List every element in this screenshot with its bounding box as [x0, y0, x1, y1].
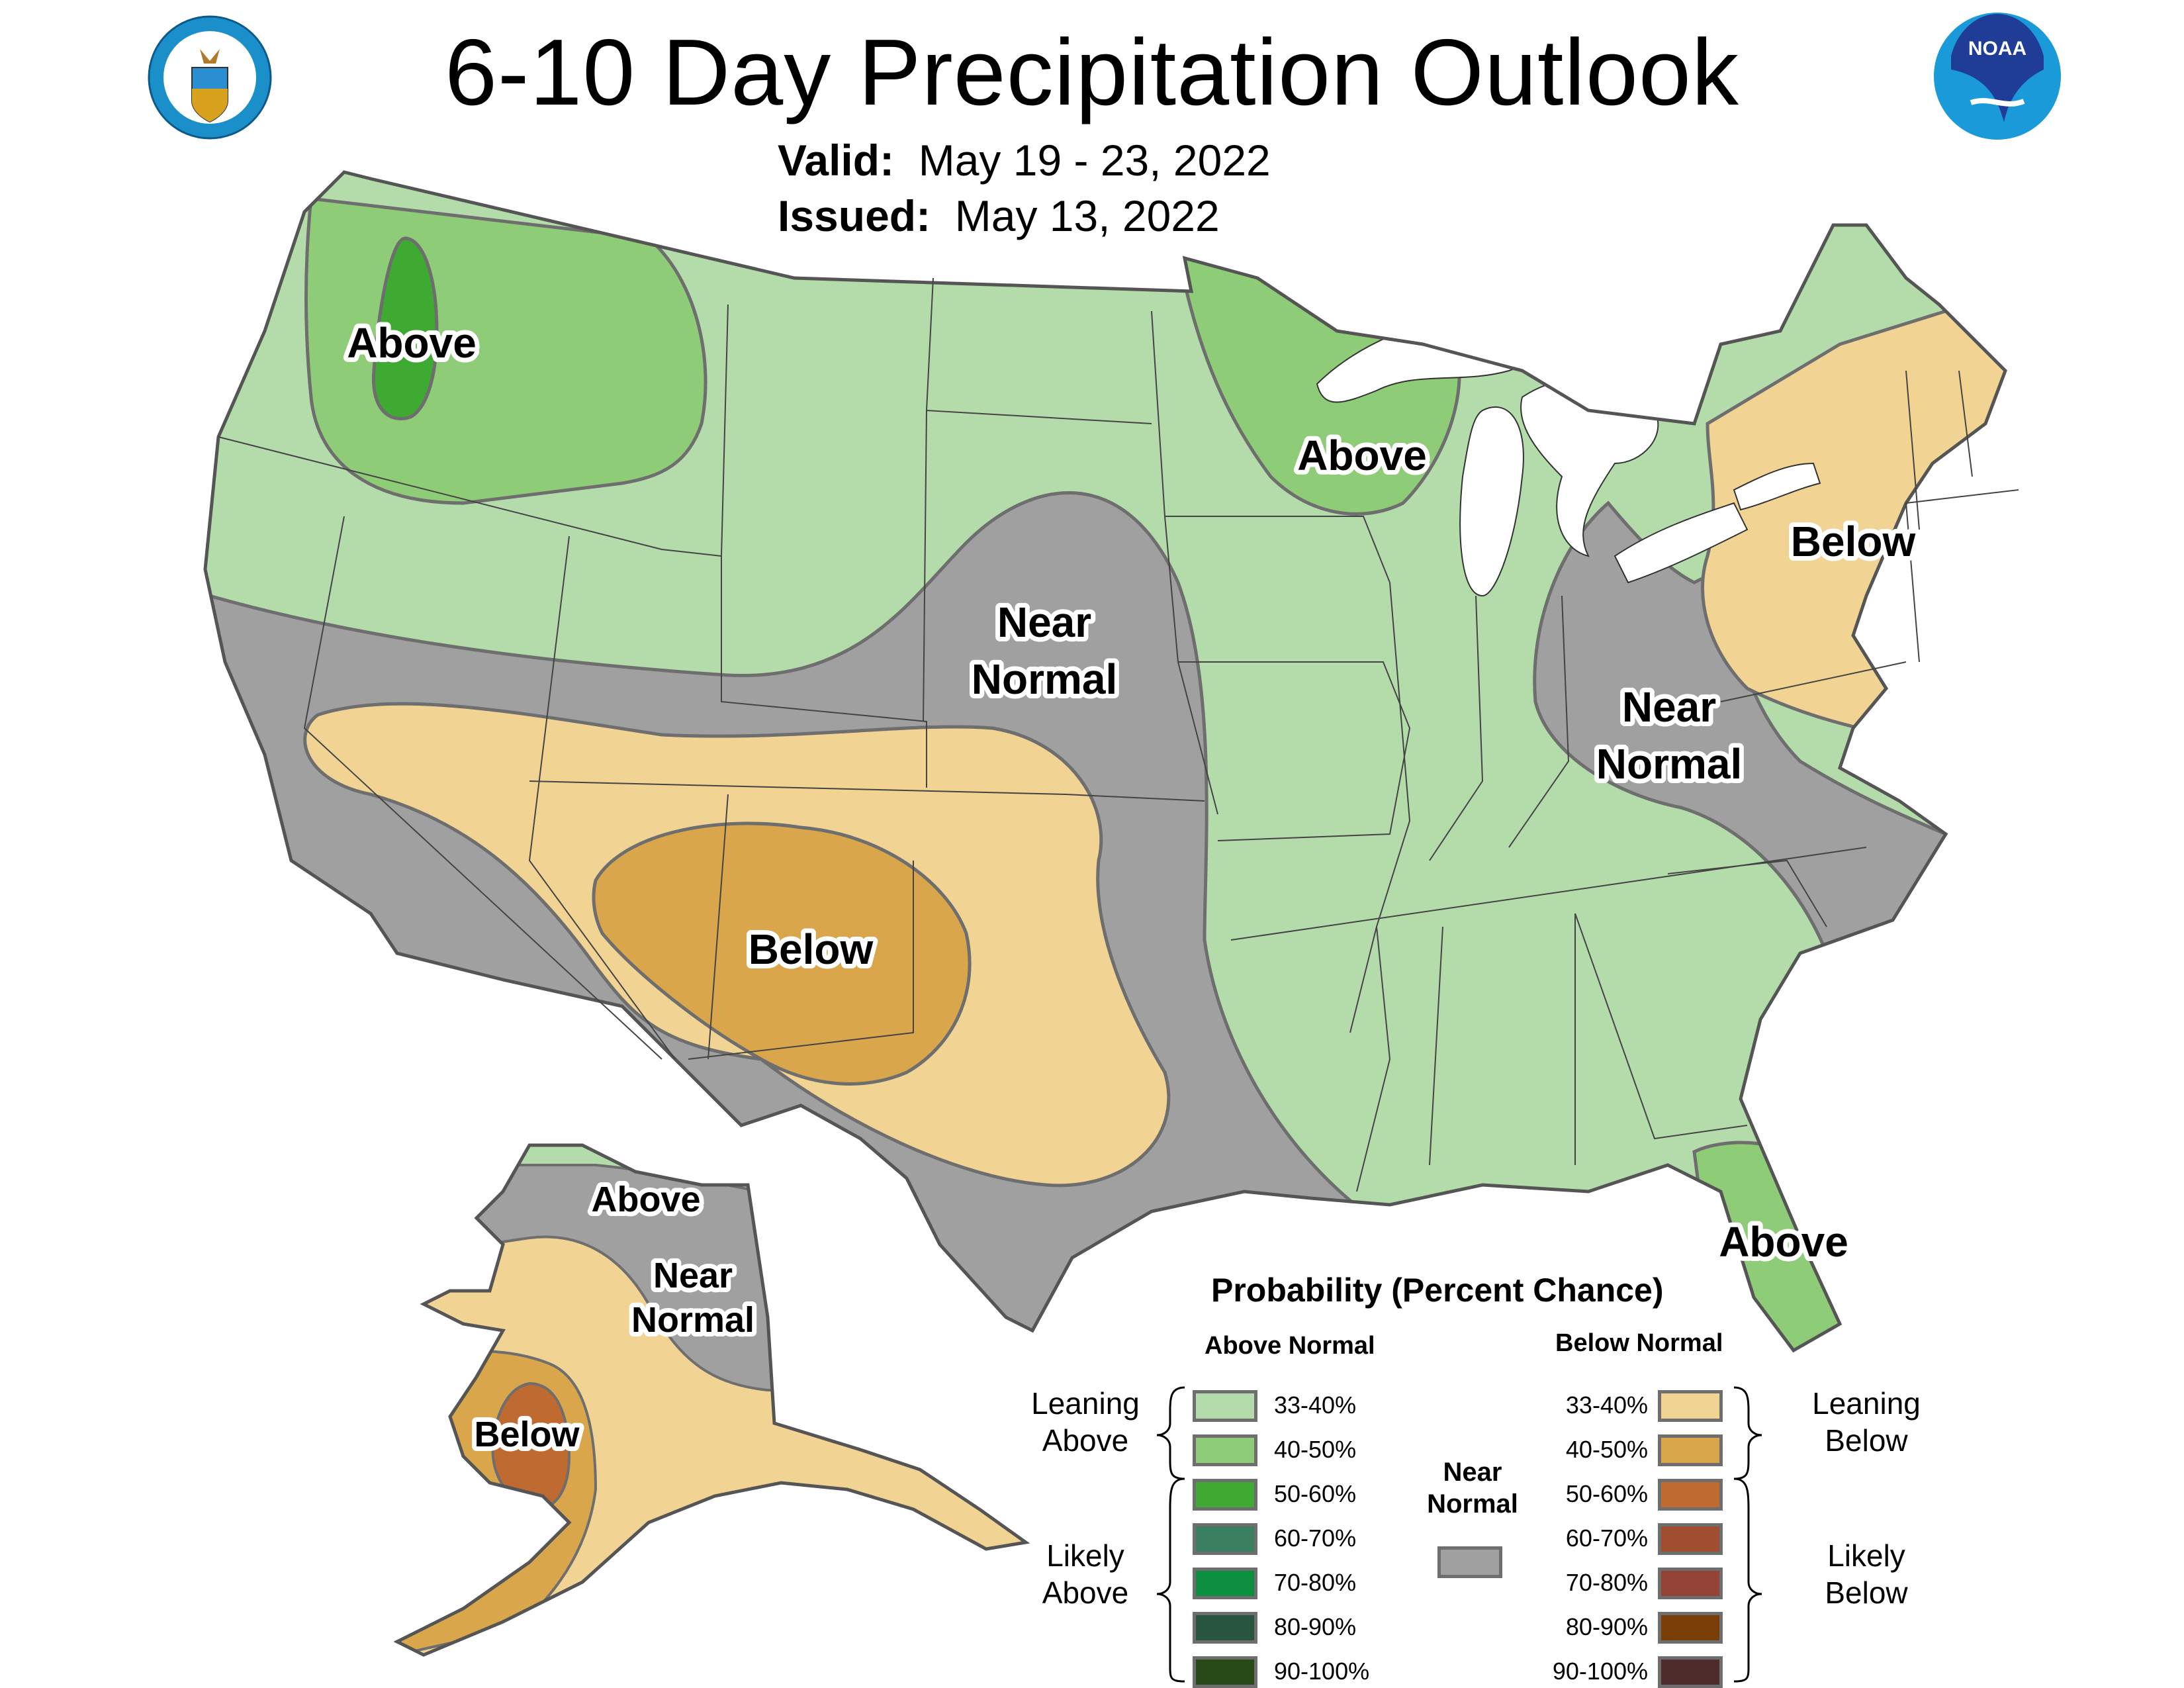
near-normal-label: Near Normal: [1427, 1458, 1518, 1519]
above-normal-swatch: [1193, 1434, 1257, 1466]
above-normal-range-label: 50-60%: [1274, 1480, 1357, 1507]
below-normal-swatch: [1658, 1612, 1723, 1644]
conus-region-label: Below: [749, 925, 874, 973]
above-normal-range-label: 40-50%: [1274, 1436, 1357, 1463]
above-normal-range-label: 70-80%: [1274, 1569, 1357, 1596]
below-normal-range-label: 50-60%: [1565, 1480, 1648, 1507]
above-normal-swatch: [1193, 1523, 1257, 1555]
conus-region-label: Normal: [972, 655, 1118, 703]
conus-region-labels: Above Above Near Normal Below Near Normal Below…: [342, 314, 1920, 1270]
above-normal-swatch: [1193, 1479, 1257, 1511]
near-normal-swatch: [1437, 1546, 1502, 1578]
valid-line: Valid: May 19 - 23, 2022: [778, 132, 1271, 188]
issued-line: Issued: May 13, 2022: [778, 188, 1271, 244]
issued-label: Issued:: [778, 191, 931, 240]
above-normal-swatch: [1193, 1390, 1257, 1422]
alaska-region-label: Near: [653, 1256, 733, 1295]
leaning-above-label: Leaning Above: [1031, 1386, 1140, 1458]
above-normal-range-label: 60-70%: [1274, 1524, 1357, 1552]
alaska-region-label: Normal: [631, 1300, 754, 1340]
conus-region-label: Near: [1622, 683, 1716, 731]
below-normal-swatch: [1658, 1434, 1723, 1466]
date-info: Valid: May 19 - 23, 2022 Issued: May 13,…: [778, 132, 1271, 244]
below-normal-swatch: [1658, 1656, 1723, 1688]
commerce-seal-icon: [148, 15, 272, 140]
above-normal-range-label: 33-40%: [1274, 1391, 1357, 1419]
svg-text:NOAA: NOAA: [1968, 38, 2026, 60]
issued-value: May 13, 2022: [954, 191, 1220, 240]
below-normal-range-label: 70-80%: [1565, 1569, 1648, 1596]
below-normal-swatch: [1658, 1523, 1723, 1555]
below-normal-swatch: [1658, 1568, 1723, 1599]
below-normal-swatch: [1658, 1479, 1723, 1511]
conus-region-label: Above: [1719, 1218, 1848, 1266]
alaska-region-label: Below: [474, 1415, 580, 1454]
state-boundaries: [218, 277, 2019, 1192]
above-normal-swatch: [1193, 1656, 1257, 1688]
alaska-region-label: Above: [591, 1180, 700, 1219]
below-normal-range-label: 33-40%: [1565, 1391, 1648, 1419]
legend-title: Probability (Percent Chance): [1211, 1272, 1664, 1309]
page-title: 6-10 Day Precipitation Outlook: [445, 20, 1739, 125]
above-normal-swatch: [1193, 1612, 1257, 1644]
likely-above-label: Likely Above: [1042, 1538, 1129, 1610]
legend-above-header: Above Normal: [1205, 1332, 1375, 1360]
below-normal-range-label: 60-70%: [1565, 1524, 1648, 1552]
likely-below-label: Likely Below: [1825, 1538, 1908, 1610]
below-normal-range-label: 80-90%: [1565, 1613, 1648, 1640]
above-normal-range-label: 90-100%: [1274, 1658, 1370, 1685]
below-normal-range-label: 40-50%: [1565, 1436, 1648, 1463]
valid-value: May 19 - 23, 2022: [918, 136, 1271, 185]
alaska-region-labels: Above Near Normal Below: [469, 1175, 759, 1459]
below-normal-range-label: 90-100%: [1552, 1658, 1648, 1685]
noaa-logo: NOAA: [1931, 10, 2064, 142]
conus-region-label: Near: [997, 598, 1091, 646]
above-normal-swatch: [1193, 1568, 1257, 1599]
department-of-commerce-seal: [147, 15, 273, 140]
above-normal-range-label: 80-90%: [1274, 1613, 1357, 1640]
legend-below-header: Below Normal: [1555, 1329, 1723, 1357]
conus-region-label: Normal: [1596, 740, 1743, 788]
noaa-logo-icon: NOAA: [1934, 13, 2061, 140]
conus-region-label: Above: [347, 319, 477, 367]
valid-label: Valid:: [778, 136, 895, 185]
conus-region-label: Above: [1297, 432, 1427, 479]
leaning-below-label: Leaning Below: [1812, 1386, 1921, 1458]
conus-region-label: Below: [1791, 518, 1916, 565]
below-normal-swatch: [1658, 1390, 1723, 1422]
alaska-outline: [393, 1143, 1030, 1657]
conus-outline: [203, 170, 2007, 1353]
